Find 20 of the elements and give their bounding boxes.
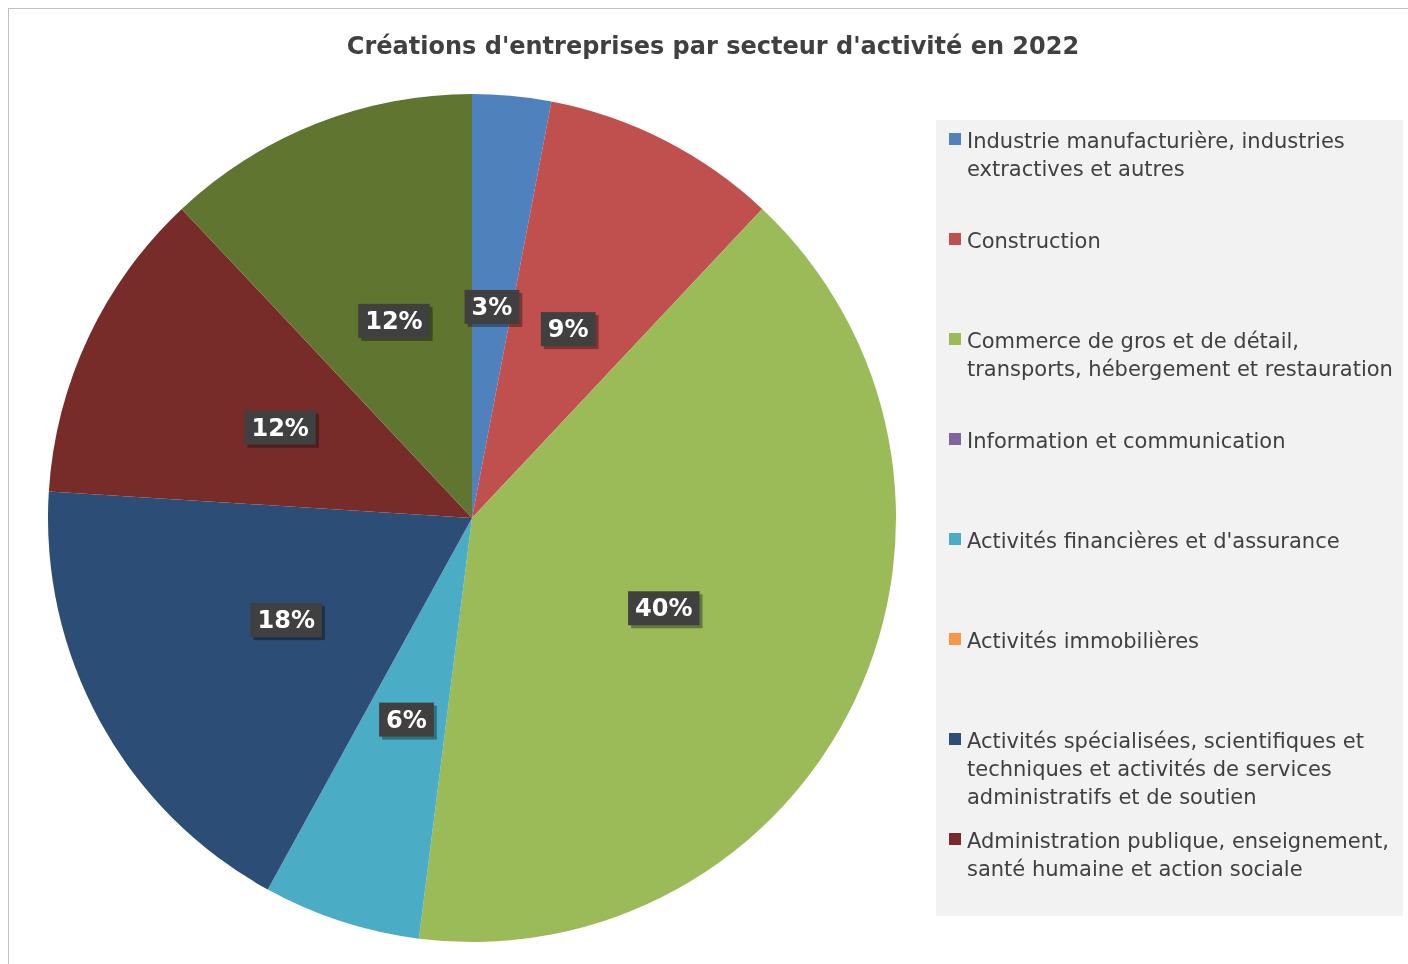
data-label: 18% — [257, 606, 315, 635]
legend-label: Industrie manufacturière, industries extractives et autres — [967, 129, 1345, 181]
legend-label: Construction — [967, 229, 1101, 253]
chart-title: Créations d'entreprises par secteur d'activité en 2022 — [346, 32, 1080, 60]
data-label: 3% — [471, 292, 513, 321]
legend-label: Activités spécialisées, scientifiques et techniques et activités de services administratifs et de soutien — [967, 729, 1365, 809]
legend-label: Commerce de gros et de détail, transports, hébergement et restauration — [967, 329, 1393, 381]
pie-slice — [472, 101, 763, 518]
pie-slice — [181, 94, 472, 518]
pie-slice — [48, 491, 472, 890]
data-label: 12% — [251, 413, 309, 442]
legend-label: Activités immobilières — [967, 629, 1200, 653]
data-label: 12% — [365, 306, 423, 335]
legend-label: Administration publique, enseignement, santé humaine et action sociale — [967, 829, 1389, 881]
legend-label: Activités financières et d'assurance — [967, 529, 1340, 553]
pie-slice — [48, 208, 472, 518]
data-label: 40% — [635, 594, 693, 623]
data-label: 6% — [386, 705, 427, 734]
data-label: 9% — [547, 315, 589, 344]
legend-label: Information et communication — [967, 429, 1286, 453]
